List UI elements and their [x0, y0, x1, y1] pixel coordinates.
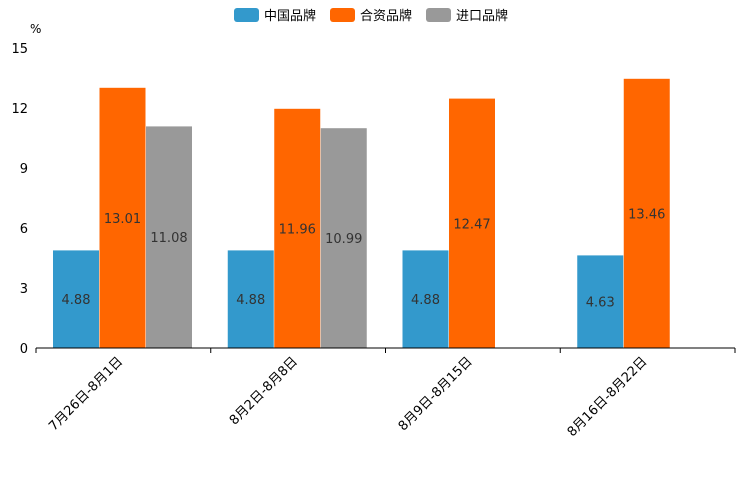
bar-1-2[interactable]	[320, 128, 367, 348]
data-label-1-0: 4.88	[236, 293, 265, 308]
bar-1-0[interactable]	[227, 250, 274, 348]
x-category-label-2: 8月9日-8月15日	[396, 354, 476, 434]
bar-0-0[interactable]	[53, 250, 99, 348]
legend: 中国品牌 合资品牌 进口品牌	[234, 8, 508, 24]
bar-0-1[interactable]	[99, 87, 146, 349]
bars: 4.88 13.01 11.08 4.88 11.96 10.99 4.88 12.47 4.6…	[53, 78, 670, 349]
data-label-0-1: 13.01	[104, 212, 141, 227]
x-category-label-3: 8月16日-8月22日	[565, 354, 651, 440]
y-axis: 0 3 6 9 12 15	[11, 42, 28, 357]
data-label-0-0: 4.88	[62, 293, 91, 308]
legend-label-1[interactable]: 合资品牌	[360, 8, 412, 24]
y-tick-label-5: 15	[11, 42, 28, 57]
data-label-2-1: 12.47	[453, 217, 490, 232]
legend-swatch-2[interactable]	[426, 8, 451, 22]
y-tick-label-0: 0	[20, 342, 28, 357]
bar-1-1[interactable]	[274, 108, 321, 348]
data-label-1-1: 11.96	[279, 222, 316, 237]
y-tick-label-3: 9	[20, 162, 28, 177]
data-label-3-1: 13.46	[628, 207, 665, 222]
data-label-2-0: 4.88	[411, 293, 440, 308]
legend-swatch-1[interactable]	[330, 8, 355, 22]
y-tick-label-4: 12	[11, 102, 28, 117]
legend-swatch-0[interactable]	[234, 8, 259, 22]
y-tick-label-2: 6	[20, 222, 28, 237]
y-tick-label-1: 3	[20, 282, 28, 297]
legend-label-2[interactable]: 进口品牌	[456, 8, 508, 24]
data-label-3-0: 4.63	[586, 296, 615, 311]
x-category-label-0: 7月26日-8月1日	[46, 354, 126, 434]
legend-label-0[interactable]: 中国品牌	[264, 8, 316, 24]
data-label-0-2: 11.08	[150, 231, 187, 246]
x-category-label-1: 8月2日-8月8日	[227, 354, 301, 428]
x-axis: 7月26日-8月1日 8月2日-8月8日 8月9日-8月15日 8月16日-8月22日	[35, 347, 736, 440]
y-axis-unit-label: %	[30, 22, 41, 36]
bar-3-1[interactable]	[623, 78, 670, 349]
bar-2-1[interactable]	[449, 98, 495, 348]
bar-0-2[interactable]	[146, 126, 192, 349]
bar-2-0[interactable]	[402, 250, 449, 348]
bar-3-0[interactable]	[577, 255, 624, 348]
data-label-1-2: 10.99	[325, 232, 362, 247]
